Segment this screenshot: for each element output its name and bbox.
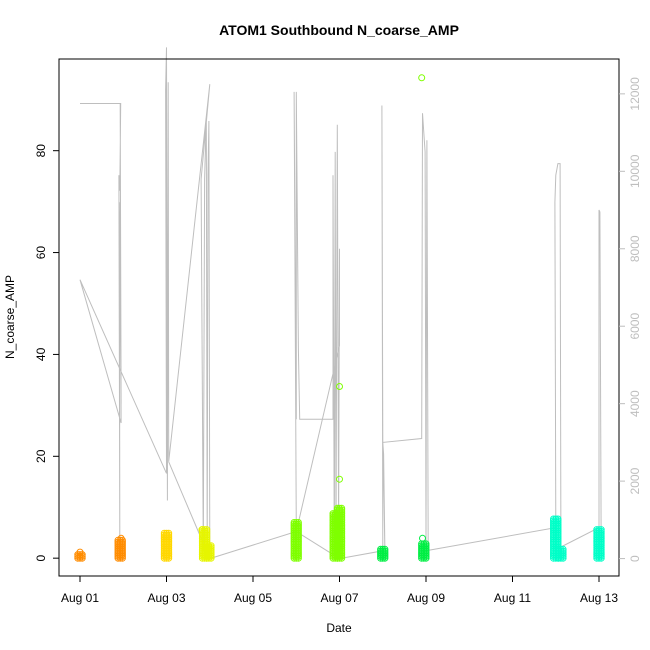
data-point [595,526,603,534]
data-point [76,551,84,559]
data-point [422,540,430,548]
y2-tick-label: 10000 [628,154,642,188]
data-point [554,515,562,523]
data-point [559,545,567,553]
data-point [333,504,341,512]
chart-title: ATOM1 Southbound N_coarse_AMP [219,22,459,38]
data-point [160,529,168,537]
x-tick-label: Aug 07 [320,591,358,605]
data-point [557,545,565,553]
x-tick-label: Aug 03 [147,591,185,605]
x-tick-label: Aug 11 [494,591,531,605]
data-point [552,515,560,523]
x-tick-label: Aug 09 [407,591,445,605]
data-point [203,542,211,550]
data-point [593,526,601,534]
data-point [550,515,557,523]
data-point [555,545,563,553]
data-point [290,519,298,526]
data-point [118,536,126,544]
y2-tick-label: 12000 [628,77,642,111]
data-point [336,383,343,390]
data-point [338,504,346,512]
y-axis-label: N_coarse_AMP [3,275,17,359]
data-point [292,519,300,526]
x-tick-label: Aug 01 [61,591,99,605]
data-point [165,529,173,537]
data-point [419,534,426,542]
y-tick-label: 60 [34,246,48,260]
data-point [163,529,170,537]
y2-tick-label: 8000 [628,235,642,262]
y2-tick-label: 4000 [628,390,642,417]
data-point [379,545,387,553]
secondary-series-line [79,47,602,560]
data-point [377,545,385,553]
data-point [294,519,302,526]
data-point [198,526,206,534]
data-point [201,526,209,534]
data-point [76,548,84,556]
y-tick-label: 0 [34,555,48,562]
x-axis-label: Date [326,621,352,635]
data-point [418,74,426,82]
y-tick-label: 40 [34,347,48,361]
y-tick-label: 80 [34,144,48,158]
y2-tick-label: 2000 [628,467,642,494]
x-tick-label: Aug 05 [234,591,272,605]
x-tick-label: Aug 13 [580,591,618,605]
y2-tick-label: 0 [628,555,642,562]
data-point [336,475,343,483]
data-point [203,526,211,534]
data-point [381,545,389,553]
y2-tick-label: 6000 [628,313,642,340]
plot-area: Aug 01 Aug 03 Aug 05 Aug 07 Aug 09 Aug 11 Aug … [34,47,642,605]
data-point [205,542,213,550]
data-point [117,534,125,542]
y-tick-label: 20 [34,449,48,463]
data-point [597,526,605,534]
data-point [336,504,343,512]
data-point [207,542,215,550]
